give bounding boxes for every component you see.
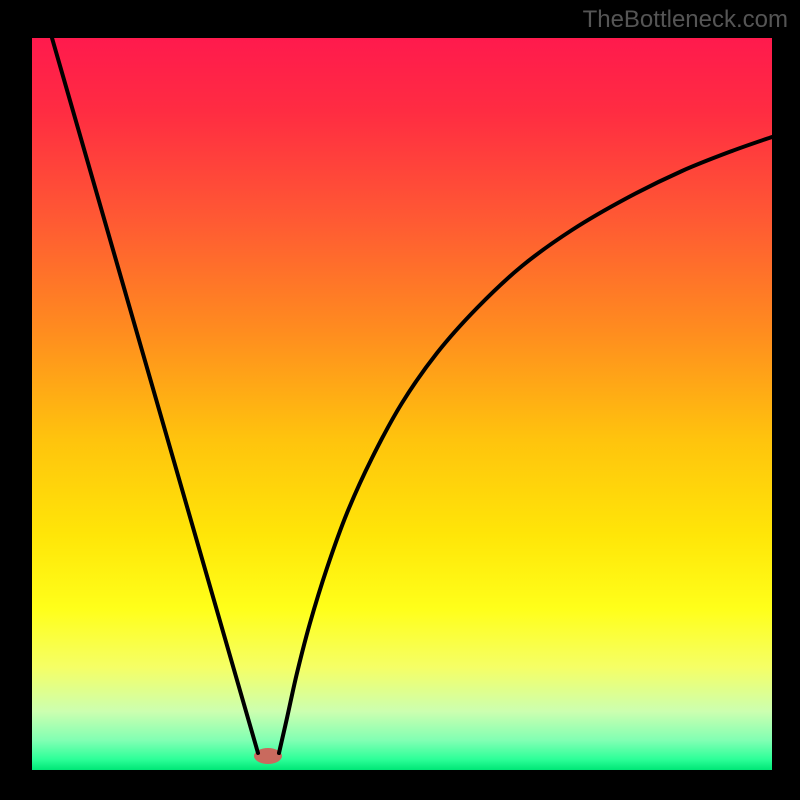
plot-area (32, 38, 772, 770)
curve-left-branch (52, 38, 258, 753)
bottleneck-curve (32, 38, 772, 770)
curve-right-branch (279, 137, 772, 753)
watermark-text: TheBottleneck.com (583, 6, 788, 34)
chart-container: TheBottleneck.com (0, 0, 800, 800)
